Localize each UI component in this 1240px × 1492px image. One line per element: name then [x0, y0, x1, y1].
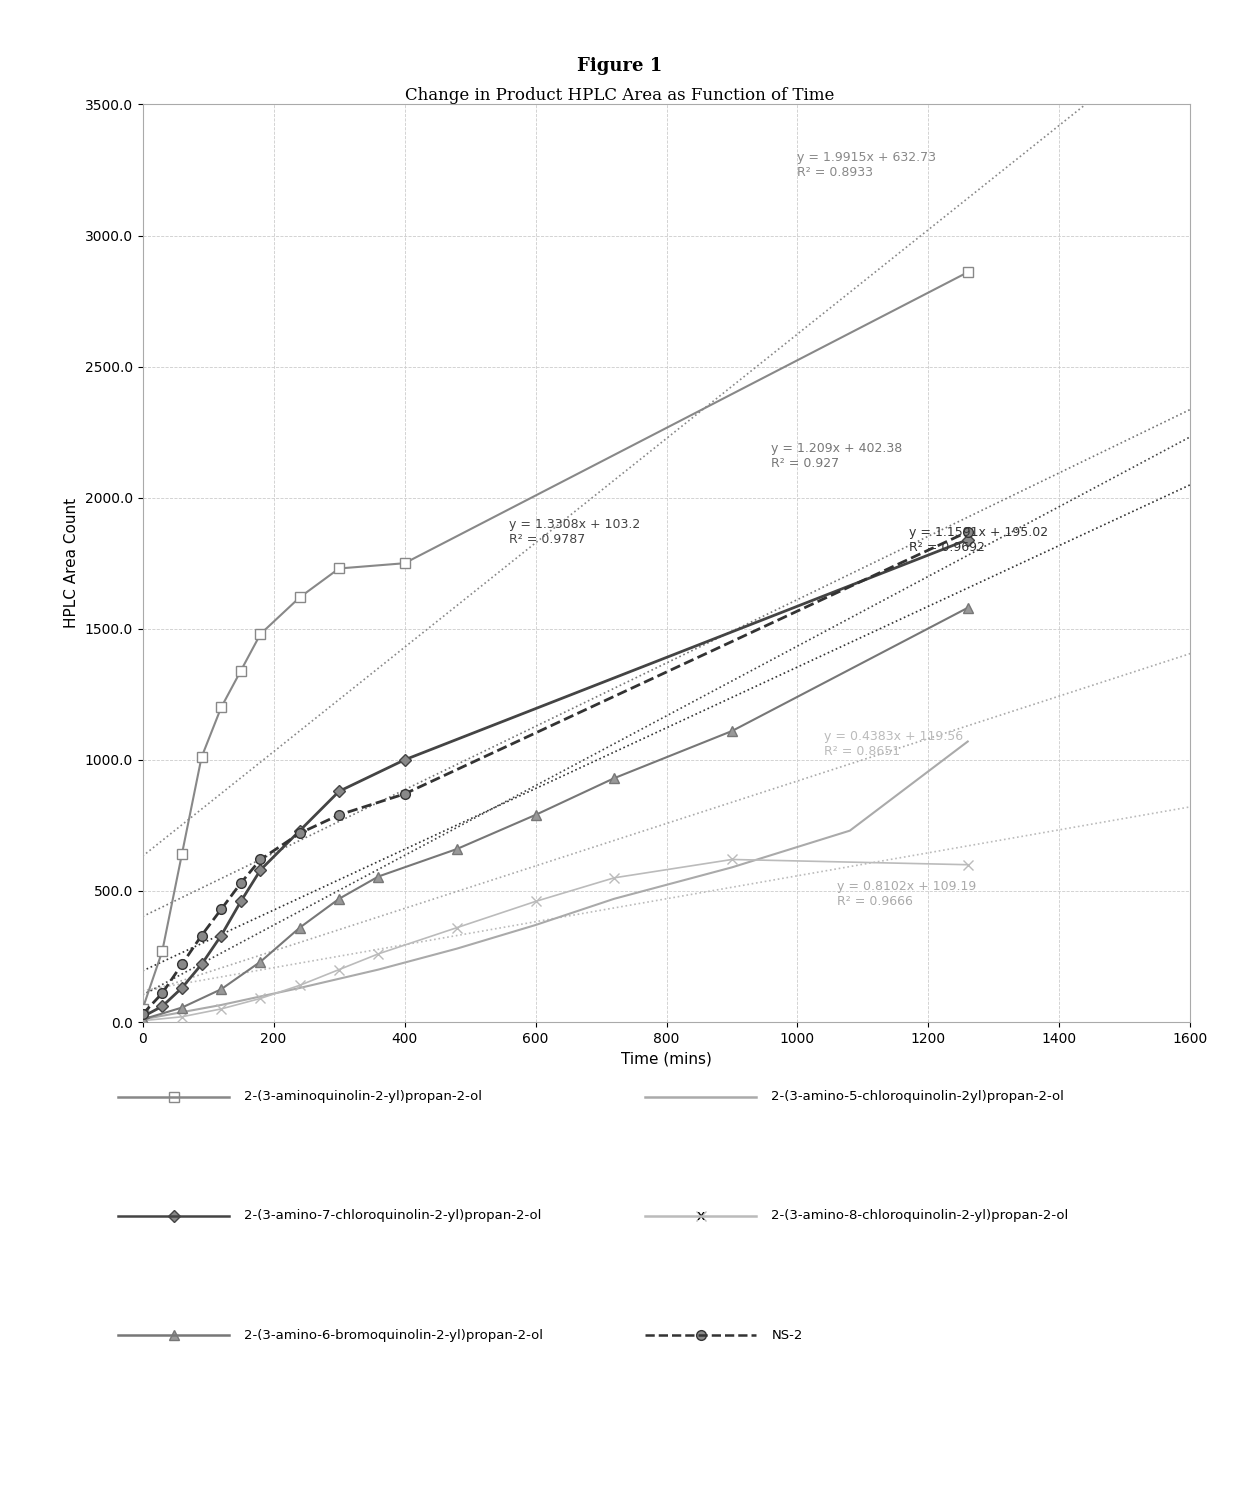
Text: 2-(3-aminoquinolin-2-yl)propan-2-ol: 2-(3-aminoquinolin-2-yl)propan-2-ol	[244, 1091, 482, 1103]
X-axis label: Time (mins): Time (mins)	[621, 1052, 712, 1067]
Text: Change in Product HPLC Area as Function of Time: Change in Product HPLC Area as Function …	[405, 87, 835, 103]
Text: y = 0.8102x + 109.19
R² = 0.9666: y = 0.8102x + 109.19 R² = 0.9666	[837, 880, 976, 907]
Text: NS-2: NS-2	[771, 1329, 802, 1341]
Text: 2-(3-amino-8-chloroquinolin-2-yl)propan-2-ol: 2-(3-amino-8-chloroquinolin-2-yl)propan-…	[771, 1210, 1069, 1222]
Text: 2-(3-amino-7-chloroquinolin-2-yl)propan-2-ol: 2-(3-amino-7-chloroquinolin-2-yl)propan-…	[244, 1210, 542, 1222]
Text: x: x	[697, 1209, 704, 1223]
Text: 2-(3-amino-6-bromoquinolin-2-yl)propan-2-ol: 2-(3-amino-6-bromoquinolin-2-yl)propan-2…	[244, 1329, 543, 1341]
Text: Figure 1: Figure 1	[578, 57, 662, 75]
Text: y = 0.4383x + 119.56
R² = 0.8651: y = 0.4383x + 119.56 R² = 0.8651	[823, 730, 962, 758]
Text: 2-(3-amino-5-chloroquinolin-2yl)propan-2-ol: 2-(3-amino-5-chloroquinolin-2yl)propan-2…	[771, 1091, 1064, 1103]
Text: y = 1.9915x + 632.73
R² = 0.8933: y = 1.9915x + 632.73 R² = 0.8933	[797, 151, 936, 179]
Text: y = 1.209x + 402.38
R² = 0.927: y = 1.209x + 402.38 R² = 0.927	[771, 442, 903, 470]
Y-axis label: HPLC Area Count: HPLC Area Count	[64, 498, 79, 628]
Text: y = 1.3308x + 103.2
R² = 0.9787: y = 1.3308x + 103.2 R² = 0.9787	[510, 518, 641, 546]
Text: y = 1.1591x + 195.02
R² = 0.9692: y = 1.1591x + 195.02 R² = 0.9692	[909, 525, 1048, 554]
